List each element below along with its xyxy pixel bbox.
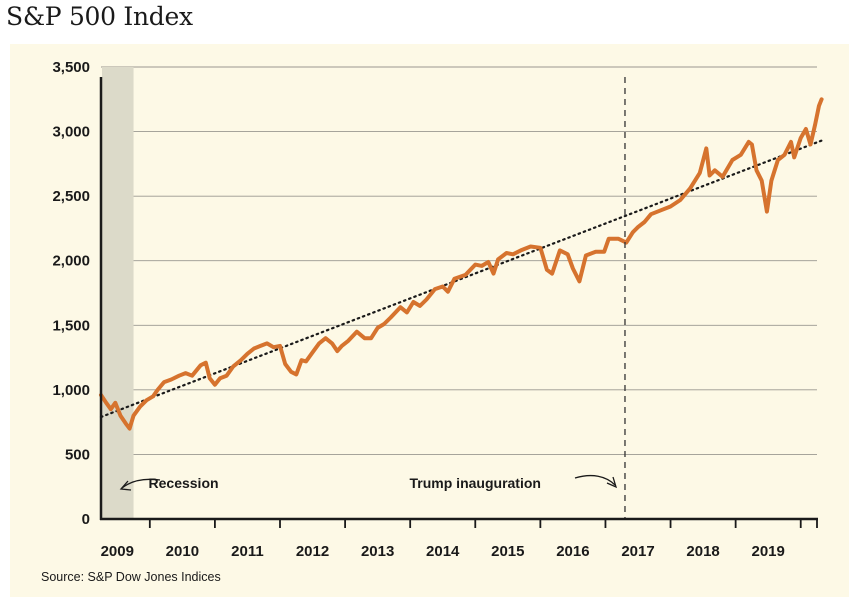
x-tick-label: 2010 — [166, 543, 199, 560]
x-tick-label: 2016 — [556, 543, 589, 560]
chart-panel — [10, 44, 849, 597]
x-tick-label: 2015 — [491, 543, 524, 560]
y-tick-label: 500 — [65, 446, 90, 463]
y-tick-label: 3,000 — [52, 124, 90, 141]
sp500-price-line — [99, 97, 824, 431]
x-tick-label: 2013 — [361, 543, 394, 560]
x-tick-label: 2011 — [231, 543, 264, 560]
y-tick-label: 3,500 — [52, 59, 90, 76]
y-tick-label: 1,500 — [52, 317, 90, 334]
inauguration-label: Trump inauguration — [410, 475, 541, 491]
y-tick-label: 2,500 — [52, 188, 90, 205]
inauguration-arrow — [574, 474, 616, 486]
recession-arrowhead — [119, 480, 132, 491]
inauguration-arrowhead — [606, 476, 618, 489]
source-note: Source: S&P Dow Jones Indices — [41, 570, 221, 584]
x-tick-label: 2019 — [751, 543, 784, 560]
inauguration-annotation: Trump inauguration — [410, 474, 618, 491]
x-tick-label: 2014 — [426, 543, 460, 560]
y-tick-label: 0 — [82, 511, 90, 528]
recession-annotation: Recession — [119, 475, 219, 491]
recession-shading — [102, 67, 134, 519]
x-tick-label: 2017 — [621, 543, 654, 560]
trend-line — [99, 139, 823, 419]
x-tick-label: 2018 — [686, 543, 719, 560]
recession-label: Recession — [149, 475, 219, 491]
y-tick-label: 1,000 — [52, 382, 90, 399]
x-tick-label: 2012 — [296, 543, 329, 560]
y-tick-label: 2,000 — [52, 253, 90, 270]
recession-arrow — [121, 478, 161, 489]
chart-title: S&P 500 Index — [6, 2, 193, 31]
x-tick-label: 2009 — [101, 543, 134, 560]
